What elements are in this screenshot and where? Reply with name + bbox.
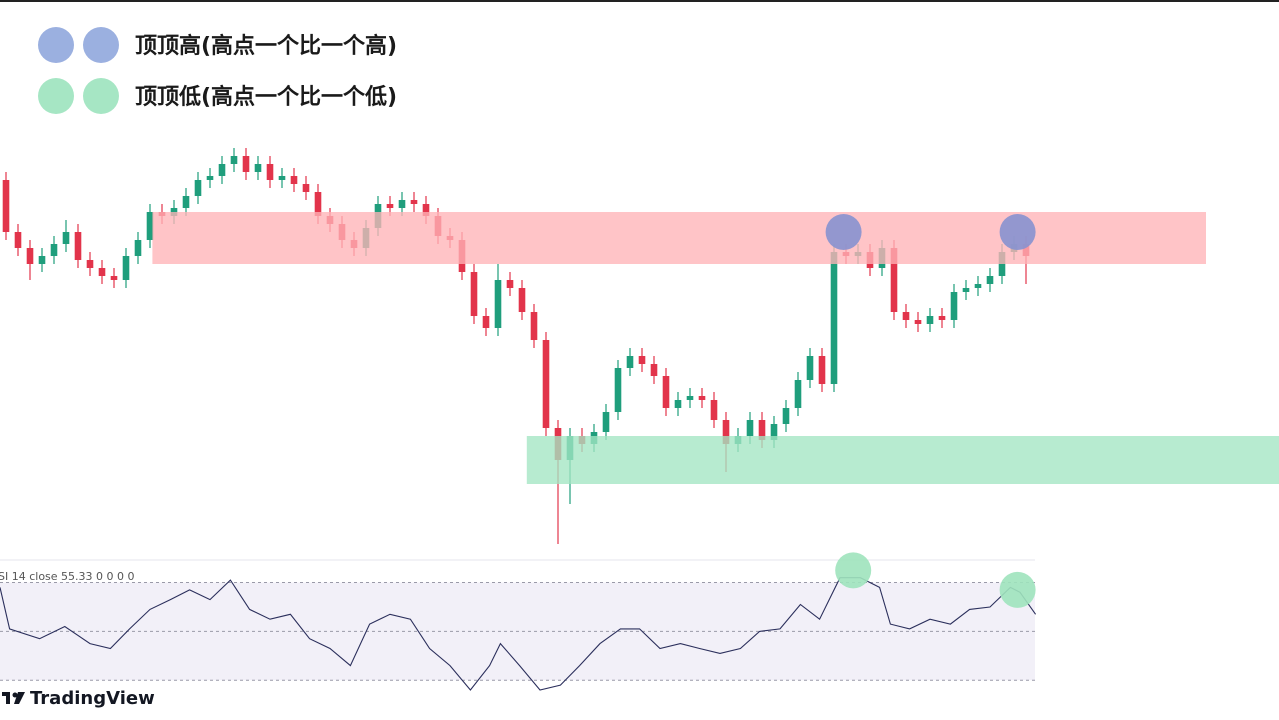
candle-body [758,420,766,440]
candle-body [986,276,994,284]
candle-body [698,396,706,400]
legend-dot [38,27,74,63]
rsi-line [0,577,1037,691]
candle-body [26,248,34,264]
candle-body [806,356,814,380]
candle-body [266,164,274,180]
candle-body [638,356,646,364]
candle-body [386,204,394,208]
candle-body [662,376,670,408]
candle-body [254,164,262,172]
marker [835,552,872,589]
candle-body [86,260,94,268]
candle-body [818,356,826,384]
candle-body [938,316,946,320]
candle-body [14,232,22,248]
candle-body [98,268,106,276]
candle-body [242,156,250,172]
candle-body [314,192,322,216]
candle-body [650,364,658,376]
legend-dot [83,27,119,63]
candle-body [722,420,730,444]
candle-body [626,356,634,368]
candle-body [302,184,310,192]
candle-body [482,316,490,328]
zone [152,212,1206,264]
candle-body [2,180,10,232]
marker [825,214,862,250]
candle-body [110,276,118,280]
candle-body [494,280,502,328]
candle-body [506,280,514,288]
candle-body [230,156,238,164]
candle-body [614,368,622,412]
candle-body [830,252,838,384]
candle-body [674,400,682,408]
candle-body [710,400,718,420]
marker [999,571,1036,608]
logo [2,692,25,704]
candle-body [602,412,610,432]
legend-dot [83,78,119,114]
candle-body [218,164,226,176]
candle-body [914,320,922,324]
candle-body [794,380,802,408]
brand: TradingView [30,688,155,709]
candle-body [50,244,58,256]
candle-body [398,200,406,208]
candle-body [38,256,46,264]
candle-body [974,284,982,288]
top-border [0,0,1279,2]
candle-body [770,424,778,440]
candle-body [290,176,298,184]
candle-body [182,196,190,208]
legend-text: 顶顶高(高点一个比一个高) [135,33,397,59]
candle-body [890,248,898,312]
candle-body [74,232,82,260]
candle-body [470,272,478,316]
candle-body [518,288,526,312]
candle-body [782,408,790,424]
candle-body [206,176,214,180]
candle-body [62,232,70,244]
candle-body [410,200,418,204]
candle-body [746,420,754,436]
marker [999,214,1036,250]
legend-dot [38,78,74,114]
legend-text: 顶顶低(高点一个比一个低) [135,84,397,110]
candle-body [950,292,958,320]
candle-body [530,312,538,340]
candle-body [134,240,142,256]
candle-body [194,180,202,196]
zone [526,436,1279,484]
candle-body [122,256,130,280]
candle-body [962,288,970,292]
candle-body [422,204,430,216]
candle-body [686,396,694,400]
candle-body [926,316,934,324]
candle-body [146,212,154,240]
indicator-label: SI 14 close 55.33 0 0 0 0 [0,570,135,583]
candle-body [278,176,286,180]
candle-body [902,312,910,320]
candle-body [542,340,550,428]
